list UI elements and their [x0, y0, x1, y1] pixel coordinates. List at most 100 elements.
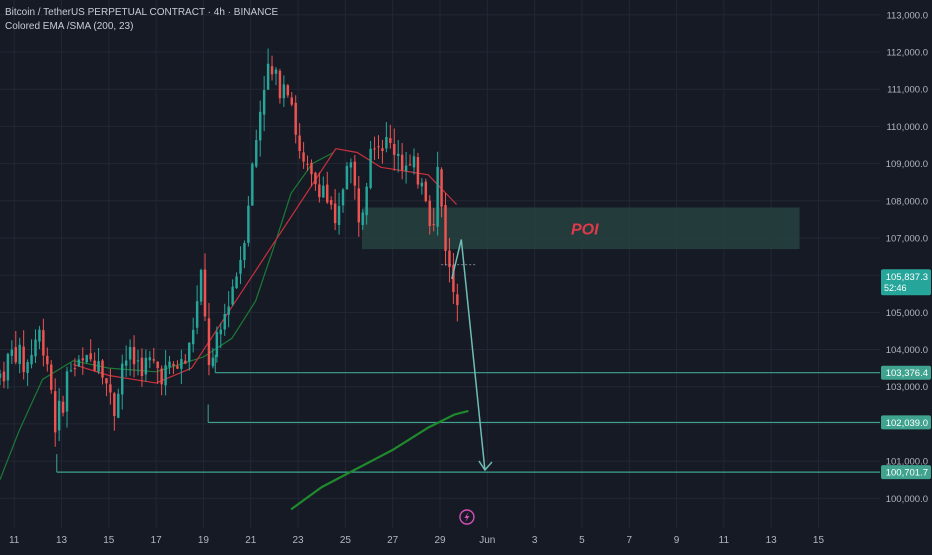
candle-up: [136, 360, 140, 362]
date-tick-label: 3: [532, 535, 538, 546]
date-tick-label: 7: [626, 535, 632, 546]
price-tick-label: 112,000.0: [886, 48, 928, 59]
projection-arrow: [441, 239, 493, 472]
price-axis[interactable]: 113,000.0 112,000.0 111,000.0 110,000.0 109,…: [886, 10, 928, 504]
candle-up: [349, 162, 353, 168]
candle-down: [184, 360, 187, 364]
candle-up: [34, 339, 37, 357]
price-tick-label: 107,000.0: [886, 233, 928, 244]
price-tick-label: 100,000.0: [886, 494, 928, 505]
candle-down: [408, 164, 412, 166]
candle-down: [203, 269, 207, 317]
chart-legend: Bitcoin / TetherUS PERPETUAL CONTRACT · …: [5, 6, 278, 34]
candle-up: [77, 359, 81, 367]
candle-up: [243, 243, 246, 261]
candle-down: [294, 102, 297, 135]
projection-arrowhead: [478, 460, 493, 472]
candle-up: [282, 84, 286, 99]
candle-down: [400, 154, 404, 170]
candle-down: [310, 162, 313, 175]
candle-down: [326, 184, 329, 203]
candle-up: [369, 148, 372, 188]
candle-up: [211, 357, 215, 367]
candle-down: [89, 353, 92, 360]
candle-up: [227, 306, 230, 315]
candle-up: [6, 353, 10, 381]
candle-up: [255, 140, 258, 167]
candle-down: [176, 365, 179, 369]
candle-down: [105, 378, 108, 384]
candle-up: [65, 371, 69, 412]
lightning-icon[interactable]: [459, 509, 475, 525]
date-tick-label: 11: [719, 535, 730, 546]
date-tick-label: 9: [674, 535, 680, 546]
candle-up: [404, 165, 408, 172]
candle-down: [428, 200, 431, 227]
date-tick-label: 23: [293, 535, 305, 546]
price-tick-label: 108,000.0: [886, 196, 928, 207]
candle-down: [314, 172, 317, 185]
candle-down: [381, 148, 384, 152]
candle-up: [148, 357, 152, 361]
current-price-value: 105,837.3: [886, 272, 928, 283]
candle-down: [270, 66, 274, 75]
candle-down: [160, 368, 163, 385]
candle-down: [132, 346, 136, 365]
lightning-icon-bolt: [464, 512, 470, 522]
candle-down: [172, 363, 175, 366]
candle-up: [412, 156, 416, 168]
candle-down: [140, 357, 144, 376]
candle-down: [50, 364, 53, 390]
candle-down: [329, 200, 333, 205]
candle-down: [14, 347, 17, 363]
candle-down: [286, 85, 290, 96]
date-tick-label: 5: [579, 535, 585, 546]
candle-up: [436, 166, 439, 227]
candle-up: [30, 354, 33, 365]
candle-down: [290, 97, 293, 105]
indicator-title[interactable]: Colored EMA /SMA (200, 23): [5, 21, 134, 32]
date-tick-label: 29: [434, 535, 446, 546]
candle-down: [2, 371, 6, 382]
candle-up: [18, 344, 21, 365]
candle-down: [432, 224, 435, 226]
candle-down: [42, 330, 45, 356]
candle-down: [93, 360, 96, 371]
candle-up: [180, 359, 183, 369]
candle-down: [81, 358, 85, 361]
moving-average-curves: [0, 148, 469, 511]
candle-up: [168, 361, 171, 368]
candle-up: [188, 342, 191, 362]
candle-down: [318, 184, 321, 198]
candle-up: [274, 69, 278, 74]
candle-up: [251, 163, 254, 206]
candle-down: [109, 384, 112, 393]
candle-down: [73, 368, 77, 370]
candle-down: [113, 393, 116, 416]
candle-down: [22, 346, 25, 373]
candle-down: [53, 391, 57, 433]
candle-down: [393, 143, 396, 155]
candle-up: [85, 355, 88, 363]
grid-layer: [0, 0, 880, 528]
countdown-timer: 52:46: [884, 283, 907, 293]
candle-up: [121, 363, 124, 395]
time-axis[interactable]: 11 13 15 17 19 21 23 25 27 29 Jun 3 5 7 9 11 13 15: [9, 535, 824, 546]
candle-up: [337, 206, 341, 226]
date-tick-label: 27: [387, 535, 399, 546]
date-tick-label: 11: [9, 535, 20, 546]
date-tick-label: 13: [56, 535, 68, 546]
symbol-title[interactable]: Bitcoin / TetherUS PERPETUAL CONTRACT · …: [5, 7, 279, 18]
candle-up: [195, 301, 199, 328]
candle-up: [385, 136, 388, 149]
candle-up: [262, 90, 266, 115]
date-tick-label: 17: [151, 535, 163, 546]
candle-down: [298, 135, 301, 152]
candle-up: [124, 360, 128, 366]
price-tick-label: 105,000.0: [886, 308, 928, 319]
price-tick-label: 113,000.0: [886, 10, 928, 21]
candle-up: [38, 329, 41, 342]
candle-up: [97, 361, 100, 372]
